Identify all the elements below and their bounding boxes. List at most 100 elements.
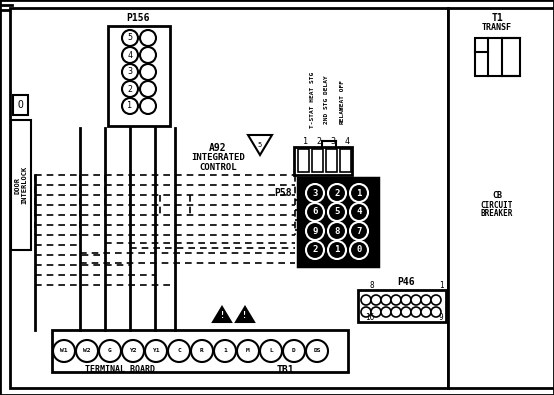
Circle shape (371, 295, 381, 305)
Text: RELAY: RELAY (340, 105, 345, 124)
Circle shape (140, 81, 156, 97)
Bar (52, 330, 348, 372)
Circle shape (122, 98, 138, 114)
Text: 2: 2 (312, 246, 317, 254)
Text: 4: 4 (127, 51, 132, 60)
Circle shape (283, 340, 305, 362)
Text: 5: 5 (334, 207, 340, 216)
Bar (298, 178, 378, 266)
Text: 9: 9 (312, 226, 317, 235)
Circle shape (350, 184, 368, 202)
Circle shape (401, 307, 411, 317)
Bar (358, 290, 446, 322)
Text: 1: 1 (223, 348, 227, 354)
Circle shape (214, 340, 236, 362)
Bar (475, 38, 520, 76)
Circle shape (328, 222, 346, 240)
Text: 5: 5 (258, 142, 262, 148)
Bar (294, 147, 352, 175)
Circle shape (350, 241, 368, 259)
Text: 1: 1 (439, 282, 443, 290)
Bar (10, 8, 448, 388)
Text: 9: 9 (439, 314, 443, 322)
Text: 6: 6 (312, 207, 317, 216)
Text: TERMINAL BOARD: TERMINAL BOARD (85, 365, 155, 374)
Circle shape (306, 184, 324, 202)
Circle shape (381, 295, 391, 305)
Polygon shape (236, 307, 254, 322)
Circle shape (411, 295, 421, 305)
Text: 2: 2 (316, 137, 321, 147)
Bar (13, 95, 28, 115)
Circle shape (191, 340, 213, 362)
Text: TB1: TB1 (276, 365, 294, 375)
Text: P58: P58 (274, 188, 292, 198)
Circle shape (391, 295, 401, 305)
Text: D: D (292, 348, 296, 354)
Text: 3: 3 (312, 188, 317, 198)
Text: 5: 5 (127, 34, 132, 43)
Polygon shape (213, 307, 231, 322)
Circle shape (401, 295, 411, 305)
Text: 2: 2 (127, 85, 132, 94)
Circle shape (411, 307, 421, 317)
Circle shape (306, 340, 328, 362)
Text: 8: 8 (370, 282, 375, 290)
Circle shape (306, 203, 324, 221)
Text: BREAKER: BREAKER (481, 209, 513, 218)
Text: C: C (177, 348, 181, 354)
Circle shape (350, 222, 368, 240)
Text: Y1: Y1 (152, 348, 160, 354)
Circle shape (361, 307, 371, 317)
Circle shape (328, 203, 346, 221)
Bar (11, 120, 31, 250)
Circle shape (76, 340, 98, 362)
Circle shape (122, 81, 138, 97)
Text: CIRCUIT: CIRCUIT (481, 201, 513, 209)
Circle shape (140, 64, 156, 80)
Circle shape (381, 307, 391, 317)
Text: DOOR
INTERLOCK: DOOR INTERLOCK (14, 166, 28, 204)
Text: A92: A92 (209, 143, 227, 153)
Text: 16: 16 (366, 314, 375, 322)
Circle shape (145, 340, 167, 362)
Text: L: L (269, 348, 273, 354)
Bar (312, 149, 323, 172)
Bar (326, 149, 337, 172)
Circle shape (53, 340, 75, 362)
Text: M: M (246, 348, 250, 354)
Circle shape (306, 241, 324, 259)
Text: R: R (200, 348, 204, 354)
Circle shape (391, 307, 401, 317)
Text: 1: 1 (302, 137, 307, 147)
Circle shape (328, 241, 346, 259)
Text: !: ! (243, 312, 248, 320)
Text: Y2: Y2 (129, 348, 137, 354)
Circle shape (122, 64, 138, 80)
Text: INTEGRATED: INTEGRATED (191, 154, 245, 162)
Text: 3: 3 (127, 68, 132, 77)
Circle shape (421, 295, 431, 305)
Text: T1: T1 (491, 13, 503, 23)
Circle shape (237, 340, 259, 362)
Bar (298, 149, 309, 172)
Text: 2: 2 (334, 188, 340, 198)
Text: DS: DS (313, 348, 321, 354)
Text: 1: 1 (356, 188, 362, 198)
Circle shape (140, 98, 156, 114)
Circle shape (421, 307, 431, 317)
Text: 4: 4 (356, 207, 362, 216)
Text: !: ! (219, 312, 224, 320)
Circle shape (306, 222, 324, 240)
Text: CONTROL: CONTROL (199, 162, 237, 171)
Text: W1: W1 (60, 348, 68, 354)
Circle shape (371, 307, 381, 317)
Text: 3: 3 (331, 137, 336, 147)
Circle shape (122, 47, 138, 63)
Circle shape (122, 340, 144, 362)
Circle shape (328, 184, 346, 202)
Text: 1: 1 (334, 246, 340, 254)
Bar (108, 26, 170, 126)
Text: CB: CB (492, 190, 502, 199)
Text: 8: 8 (334, 226, 340, 235)
